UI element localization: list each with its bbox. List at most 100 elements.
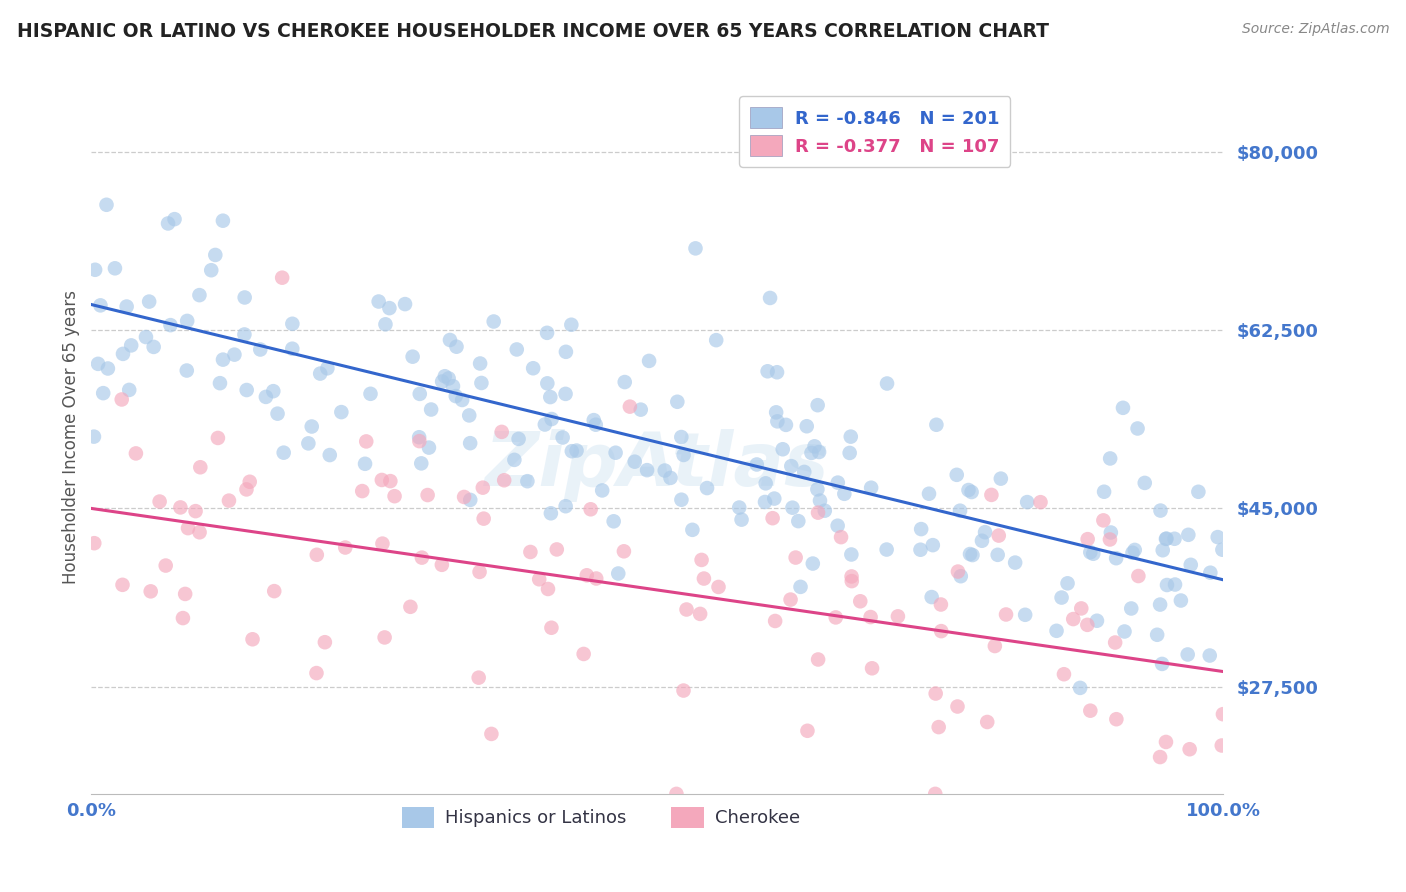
Point xyxy=(675,602,697,616)
Point xyxy=(946,699,969,714)
Point xyxy=(801,557,824,571)
Point xyxy=(980,488,1002,502)
Point xyxy=(1056,576,1078,591)
Point xyxy=(672,683,695,698)
Point xyxy=(83,429,105,443)
Text: ZipAtlas: ZipAtlas xyxy=(485,429,830,502)
Point xyxy=(814,504,837,518)
Point xyxy=(1092,513,1115,527)
Point xyxy=(494,473,516,487)
Point xyxy=(918,487,941,501)
Point xyxy=(1050,591,1073,605)
Point xyxy=(249,343,271,357)
Point xyxy=(84,262,107,277)
Point xyxy=(470,376,492,390)
Point xyxy=(188,460,211,475)
Point xyxy=(796,723,818,738)
Point xyxy=(537,582,560,596)
Point xyxy=(1163,532,1185,546)
Point xyxy=(839,430,862,444)
Point xyxy=(418,441,440,455)
Point xyxy=(745,458,768,472)
Point xyxy=(262,384,284,399)
Point xyxy=(529,572,551,586)
Point xyxy=(120,338,142,352)
Point xyxy=(212,213,235,227)
Point xyxy=(204,248,226,262)
Point xyxy=(1070,601,1092,615)
Point xyxy=(659,471,682,485)
Point xyxy=(1114,624,1136,639)
Point xyxy=(1078,704,1101,718)
Point xyxy=(380,474,402,488)
Point xyxy=(1187,484,1209,499)
Point xyxy=(301,419,323,434)
Point xyxy=(83,536,105,550)
Point xyxy=(540,621,562,635)
Point xyxy=(354,434,377,449)
Point xyxy=(444,389,467,403)
Point xyxy=(330,405,353,419)
Point xyxy=(945,467,967,482)
Point xyxy=(371,473,394,487)
Point xyxy=(239,475,262,489)
Point xyxy=(582,413,605,427)
Point xyxy=(681,523,703,537)
Point xyxy=(860,481,883,495)
Point xyxy=(142,340,165,354)
Point xyxy=(420,402,443,417)
Point xyxy=(371,536,394,550)
Point xyxy=(591,483,613,498)
Point xyxy=(184,504,207,518)
Point xyxy=(1211,739,1233,753)
Point xyxy=(925,417,948,432)
Point xyxy=(638,354,661,368)
Point xyxy=(1017,495,1039,509)
Point xyxy=(1199,566,1222,580)
Point xyxy=(1014,607,1036,622)
Point xyxy=(707,580,730,594)
Point xyxy=(433,369,456,384)
Point xyxy=(806,483,828,497)
Point xyxy=(111,347,134,361)
Point xyxy=(1121,601,1143,615)
Point xyxy=(1092,484,1115,499)
Point xyxy=(374,318,396,332)
Point xyxy=(482,314,505,328)
Point xyxy=(411,456,433,470)
Point xyxy=(602,514,624,528)
Point xyxy=(115,300,138,314)
Point xyxy=(235,483,257,497)
Point xyxy=(990,472,1012,486)
Point xyxy=(138,294,160,309)
Point xyxy=(841,569,863,583)
Point xyxy=(174,587,197,601)
Point xyxy=(1083,547,1105,561)
Point xyxy=(536,326,558,340)
Point xyxy=(538,390,561,404)
Point xyxy=(554,344,576,359)
Point xyxy=(924,787,946,801)
Point xyxy=(316,361,339,376)
Point xyxy=(172,611,194,625)
Point xyxy=(841,574,863,588)
Point xyxy=(441,379,464,393)
Point xyxy=(458,492,481,507)
Point xyxy=(437,371,460,385)
Point xyxy=(924,686,946,700)
Point xyxy=(654,464,676,478)
Point xyxy=(755,476,778,491)
Point xyxy=(730,513,752,527)
Point xyxy=(793,465,815,479)
Point xyxy=(314,635,336,649)
Point xyxy=(458,436,481,450)
Point xyxy=(468,565,491,579)
Point xyxy=(439,333,461,347)
Point xyxy=(575,568,598,582)
Point xyxy=(554,387,576,401)
Point xyxy=(430,375,453,389)
Point xyxy=(807,398,830,412)
Point xyxy=(374,631,396,645)
Point xyxy=(408,430,430,444)
Point xyxy=(367,294,389,309)
